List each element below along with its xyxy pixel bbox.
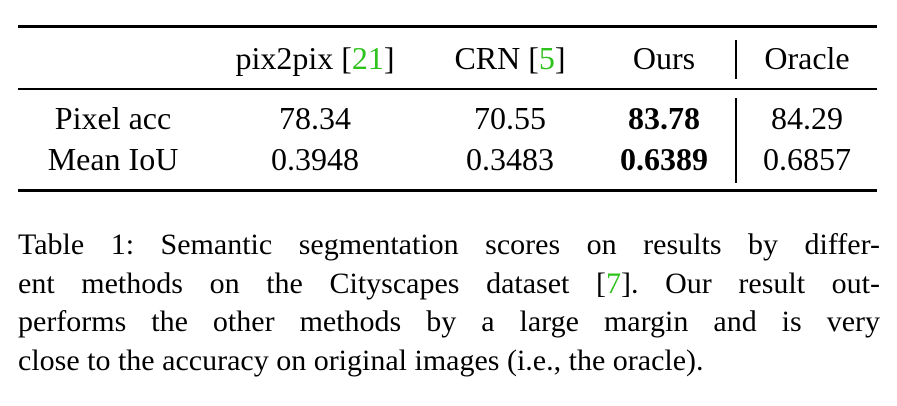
cell-pixel-acc-crn: 70.55 xyxy=(474,100,546,136)
row-label-pixel-acc: Pixel acc xyxy=(54,100,172,136)
header-oracle: Oracle xyxy=(764,40,850,76)
header-crn: CRN [5] xyxy=(454,40,566,76)
table-top-rule xyxy=(18,25,877,28)
caption-line: performs the other methods by a large ma… xyxy=(18,305,880,338)
caption-line: Table 1: Semantic segmentation scores on… xyxy=(18,228,880,261)
cell-mean-iou-pix2pix: 0.3948 xyxy=(271,141,359,177)
table-caption: Table 1: Semantic segmentation scores on… xyxy=(18,226,880,380)
cell-pixel-acc-pix2pix: 78.34 xyxy=(279,100,351,136)
cell-pixel-acc-oracle: 84.29 xyxy=(771,100,843,136)
cell-mean-iou-oracle: 0.6857 xyxy=(763,141,851,177)
header-ours: Ours xyxy=(632,40,696,76)
cell-pixel-acc-ours: 83.78 xyxy=(628,100,700,136)
citation-link[interactable]: 7 xyxy=(606,266,621,300)
citation-link[interactable]: 5 xyxy=(538,40,555,76)
caption-line: ent methods on the Cityscapes dataset [7… xyxy=(18,266,881,300)
cell-mean-iou-ours: 0.6389 xyxy=(620,141,708,177)
header-pix2pix: pix2pix [21] xyxy=(235,40,395,76)
citation-link[interactable]: 21 xyxy=(351,40,384,76)
caption-line: close to the accuracy on original images… xyxy=(18,343,704,377)
oracle-separator-body xyxy=(735,98,737,183)
table-header-rule xyxy=(18,88,877,90)
row-label-mean-iou: Mean IoU xyxy=(47,141,179,177)
oracle-separator-header xyxy=(735,40,737,79)
cell-mean-iou-crn: 0.3483 xyxy=(466,141,554,177)
table-bottom-rule xyxy=(18,189,877,192)
